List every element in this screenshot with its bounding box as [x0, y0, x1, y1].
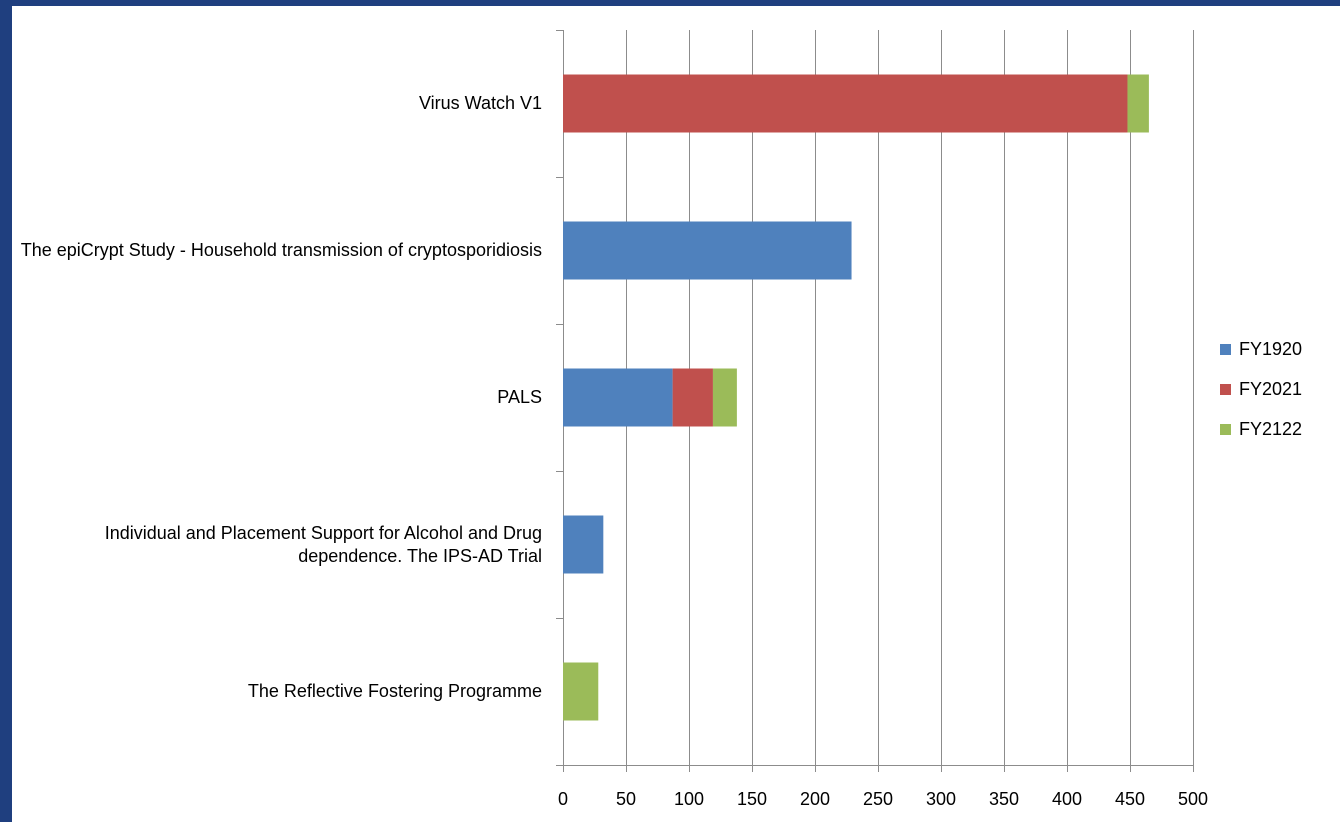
category-label: The epiCrypt Study - Household transmiss…	[20, 240, 542, 260]
bar-FY1920	[563, 515, 604, 574]
category-label: Virus Watch V1	[418, 93, 542, 113]
category-label: PALS	[497, 387, 542, 407]
x-tick-label: 250	[862, 789, 894, 809]
legend-label: FY2021	[1239, 378, 1303, 399]
legend-swatch	[1220, 423, 1231, 435]
bar-FY2021	[672, 368, 713, 427]
category-label: The Reflective Fostering Programme	[247, 681, 542, 701]
bar-FY2122	[563, 662, 599, 721]
x-tick-label: 50	[615, 789, 637, 809]
legend-item: FY2021	[1220, 369, 1302, 409]
legend-swatch	[1220, 383, 1231, 395]
legend-label: FY2122	[1239, 418, 1303, 439]
x-tick-label: 300	[925, 789, 957, 809]
chart-plot	[556, 30, 1194, 772]
bar-FY2021	[563, 74, 1128, 133]
category-label: Individual and Placement Support for Alc…	[104, 522, 542, 566]
x-tick-label: 100	[673, 789, 705, 809]
x-tick-label: 200	[799, 789, 831, 809]
x-tick-label: 450	[1114, 789, 1146, 809]
legend-item: FY1920	[1220, 329, 1302, 369]
legend-item: FY2122	[1220, 409, 1302, 449]
bar-FY2122	[712, 368, 737, 427]
x-tick-label: 500	[1177, 789, 1209, 809]
x-tick-label: 400	[1051, 789, 1083, 809]
bar-FY2122	[1127, 74, 1149, 133]
legend: FY1920 FY2021 FY2122	[1220, 329, 1302, 449]
x-tick-label: 150	[736, 789, 768, 809]
legend-swatch	[1220, 343, 1231, 355]
bar-FY1920	[563, 368, 673, 427]
chart-frame: Virus Watch V1 The epiCrypt Study - House…	[12, 6, 1340, 822]
bar-FY1920	[563, 221, 852, 280]
x-tick-label: 350	[988, 789, 1020, 809]
legend-label: FY1920	[1239, 338, 1303, 359]
x-tick-label: 0	[557, 789, 568, 809]
